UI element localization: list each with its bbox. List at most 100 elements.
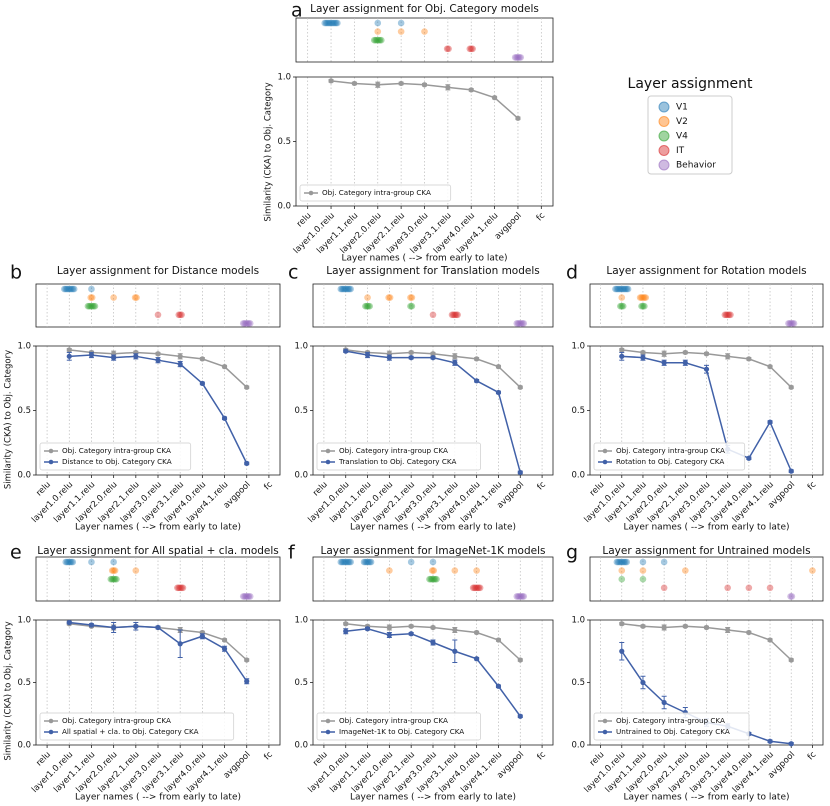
point [430, 624, 436, 631]
panel: c Layer assignment for Translation models… [288, 262, 554, 533]
panel-letter: c [288, 262, 298, 284]
assignment-dot [613, 558, 621, 566]
point [495, 683, 502, 689]
assignment-dots [175, 311, 185, 319]
assignment-dots [131, 294, 140, 301]
assignment-dot [331, 19, 338, 27]
assignment-dot [520, 320, 528, 327]
panel-letter: b [10, 262, 22, 284]
assignment-dot [364, 302, 372, 310]
assignment-dot [65, 285, 72, 293]
assignment-dot [722, 311, 730, 319]
assignment-dot [621, 558, 629, 566]
assignment-dots [473, 567, 480, 574]
plot-legend-marker [308, 190, 314, 196]
assignment-dot [639, 294, 647, 301]
assignment-dots [513, 593, 528, 600]
point [430, 355, 436, 361]
point [351, 80, 358, 87]
assignment-dot [377, 36, 385, 44]
assignment-dot [69, 558, 77, 566]
point [88, 352, 95, 358]
assignment-dot [519, 593, 526, 600]
assignment-dots [429, 558, 437, 566]
point [767, 364, 773, 370]
point [640, 623, 646, 629]
assignment-dot [239, 593, 247, 600]
assignment-dot [785, 320, 792, 327]
assignment-dot [660, 584, 668, 592]
x-axis-label: Layer names ( --> from early to late) [350, 523, 516, 533]
assignment-dot [65, 558, 72, 566]
assignment-dot [682, 567, 689, 574]
assignment-dot [366, 302, 373, 310]
assignment-dot [513, 54, 520, 61]
assignment-dots [385, 294, 394, 301]
assignment-dots [110, 558, 117, 566]
legend-label: V2 [676, 117, 688, 127]
assignment-dot [179, 584, 187, 592]
point [661, 699, 667, 706]
point [474, 629, 480, 636]
assignment-dot [88, 558, 95, 566]
point [767, 419, 773, 425]
assignment-dots [618, 575, 626, 583]
assignment-dot [376, 36, 384, 44]
y-tick-label: 1.0 [17, 616, 31, 626]
assignment-dot [110, 567, 117, 574]
assignment-dot [364, 294, 371, 301]
point [343, 628, 349, 634]
assignment-dots [448, 311, 461, 319]
panel-title: Layer assignment for Rotation models [606, 265, 806, 277]
assignment-dot [337, 558, 345, 566]
assignment-dot [245, 593, 253, 600]
assignment-dot [334, 19, 341, 27]
assignment-dot [108, 567, 116, 574]
y-tick-label: 0.0 [571, 471, 585, 481]
assignment-dots [660, 584, 668, 592]
point [746, 455, 752, 461]
assignment-dot [513, 593, 521, 600]
y-tick-label: 1.0 [571, 342, 585, 352]
assignment-dot [786, 320, 794, 327]
assignment-dot [62, 285, 70, 293]
point [155, 624, 161, 631]
assignment-dot [407, 294, 414, 301]
panel: g Layer assignment for Untrained models 0.… [566, 542, 824, 803]
assignment-dot [408, 294, 416, 301]
point [244, 384, 250, 390]
assignment-dot [430, 575, 438, 583]
assignment-dot [427, 575, 435, 583]
assignment-dot [454, 311, 461, 319]
x-tick-label: fc [806, 750, 819, 763]
y-tick-label: 0.5 [294, 678, 308, 688]
assignment-dot [429, 575, 436, 583]
assignment-dots [407, 294, 416, 301]
assignment-dots [618, 567, 626, 574]
point [199, 356, 205, 362]
plot-legend-marker [48, 718, 54, 724]
assignment-dots [612, 285, 632, 293]
assignment-dot [451, 311, 459, 319]
assignment-dot [613, 285, 621, 293]
point [66, 619, 72, 626]
assignment-dot [367, 558, 375, 566]
point [386, 624, 392, 631]
assignment-dot [340, 285, 347, 293]
assignment-dot [88, 294, 96, 301]
assignment-dot [407, 558, 415, 566]
point [398, 80, 404, 87]
assignment-dot [69, 285, 77, 293]
assignment-dots [660, 558, 668, 566]
assignment-dots [174, 584, 187, 592]
assignment-dots [787, 593, 796, 600]
assignment-dot [110, 575, 117, 583]
y-tick-label: 0.0 [294, 741, 308, 751]
x-tick-label: relu [311, 750, 330, 769]
point [111, 624, 117, 631]
panel-title: Layer assignment for Translation models [326, 265, 540, 277]
point [364, 626, 371, 632]
panel-title: Layer assignment for Obj. Category model… [310, 3, 539, 15]
assignment-dot [429, 567, 436, 574]
assignment-dot [344, 285, 352, 293]
